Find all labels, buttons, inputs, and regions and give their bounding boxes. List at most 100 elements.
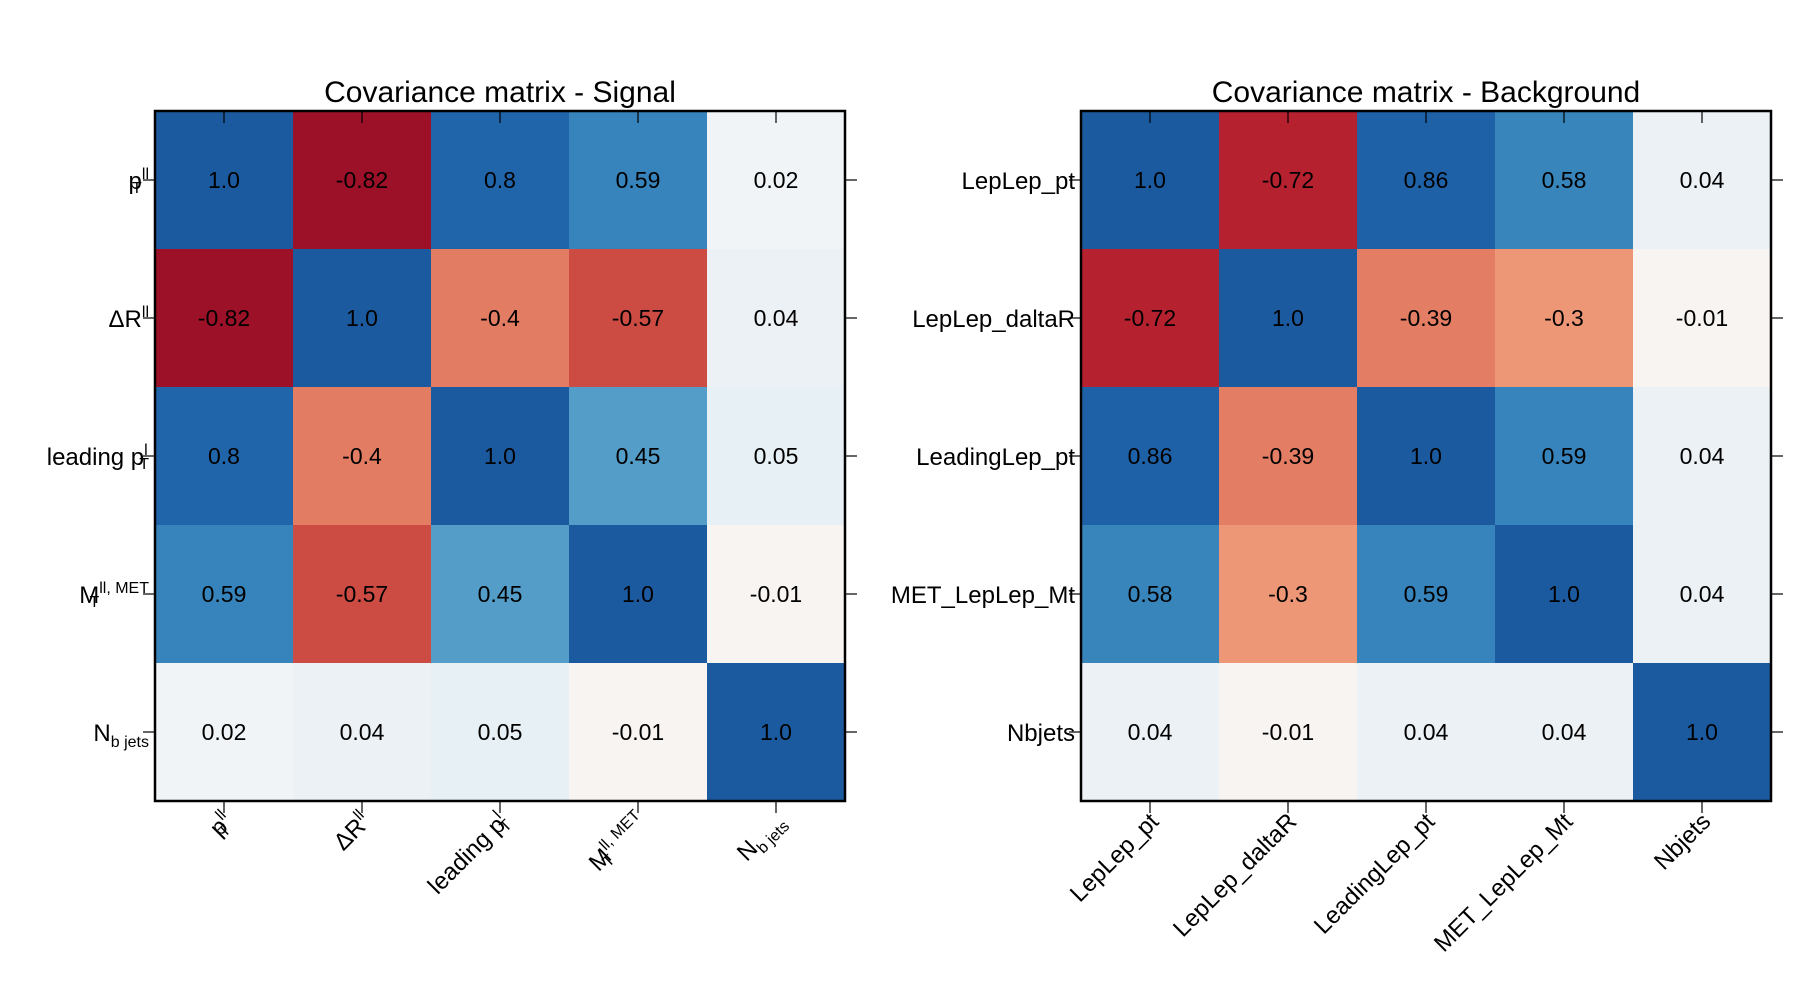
cell-value-label-r3-c2: 0.45	[478, 581, 523, 607]
label-superscript: ll, MET	[597, 807, 644, 854]
heatmap-cell-r3-c2	[1357, 525, 1496, 664]
label-main: MET_LepLep_Mt	[891, 582, 1075, 609]
cell-value-label-r1-c2: -0.4	[480, 305, 520, 331]
x-tick-labels: pllT ΔRll leading plT Mll, METT Nb jets	[203, 807, 793, 901]
label-main: LeadingLep_pt	[916, 444, 1075, 471]
heatmap-cell-r3-c0	[1081, 525, 1220, 664]
heatmap-cell-r3-c4	[1633, 525, 1772, 664]
cell-value-label-r3-c0: 0.58	[1128, 581, 1173, 607]
y-tick-label-0: pll T	[129, 166, 149, 197]
label-main: LepLep_daltaR	[1168, 808, 1302, 942]
cell-value-label-r3-c4: 0.04	[1680, 581, 1725, 607]
heatmap-cell-r4-c4	[1633, 663, 1772, 802]
label-main: Nbjets	[1649, 808, 1716, 875]
heatmap-cell-r2-c3	[569, 387, 708, 526]
label-main: MET_LepLep_Mt	[1429, 808, 1579, 958]
heatmap-cell-r2-c3	[1495, 387, 1634, 526]
heatmap-cell-r1-c3	[569, 249, 708, 388]
label-main: Nbjets	[1007, 720, 1075, 747]
heatmap-cell-r3-c4	[707, 525, 846, 664]
chart-title: Covariance matrix - Signal	[324, 76, 676, 109]
cell-value-label-r1-c3: -0.3	[1544, 305, 1584, 331]
cell-value-label-r3-c2: 0.59	[1404, 581, 1449, 607]
cell-value-label-r2-c4: 0.04	[1680, 443, 1725, 469]
cell-value-label-r4-c0: 0.02	[202, 719, 247, 745]
heatmap-cell-r4-c4	[707, 663, 846, 802]
label-superscript: ll	[142, 166, 149, 183]
cell-value-label-r3-c1: -0.57	[336, 581, 388, 607]
cell-value-label-r1-c1: 1.0	[1272, 305, 1304, 331]
cell-value-label-r2-c0: 0.8	[208, 443, 240, 469]
label-subscript: b jets	[111, 734, 149, 751]
label-main: N	[93, 720, 110, 747]
cell-value-label-r1-c4: -0.01	[1676, 305, 1728, 331]
cell-value-labels: 1.0 -0.82 0.8 0.59 0.02 -0.82 1.0 -0.4 -0.57 0.04…	[198, 167, 802, 745]
label-superscript: ll, MET	[99, 580, 149, 597]
cell-value-label-r1-c1: 1.0	[346, 305, 378, 331]
heatmap-cell-r1-c1	[1219, 249, 1358, 388]
x-tick-label-0: pllT	[203, 807, 239, 843]
heatmap-cell-r4-c1	[1219, 663, 1358, 802]
label-subscript: T	[132, 180, 142, 197]
cell-value-label-r0-c1: -0.82	[336, 167, 388, 193]
cell-value-label-r4-c0: 0.04	[1128, 719, 1173, 745]
y-tick-label-3: Mll, MET T	[79, 580, 149, 611]
heatmap-cell-r1-c2	[1357, 249, 1496, 388]
label-main: M	[79, 582, 99, 609]
cell-value-label-r4-c1: -0.01	[1262, 719, 1314, 745]
heatmap-cell-r2-c1	[293, 387, 432, 526]
heatmap-cell-r1-c4	[1633, 249, 1772, 388]
label-superscript: l	[144, 442, 148, 459]
heatmap-cell-r4-c1	[293, 663, 432, 802]
cell-value-label-r0-c4: 0.04	[1680, 167, 1725, 193]
cell-value-label-r2-c3: 0.59	[1542, 443, 1587, 469]
x-tick-label-1: ΔRll	[327, 807, 376, 856]
y-tick-label-2: LeadingLep_pt	[916, 444, 1075, 471]
x-tick-label-4: Nbjets	[1649, 808, 1716, 875]
heatmap-cell-r1-c0	[1081, 249, 1220, 388]
heatmap-cell-r3-c1	[293, 525, 432, 664]
cell-value-label-r3-c0: 0.59	[202, 581, 247, 607]
signal-covariance-chart: Covariance matrix - Signal 1.0 -0.82 0.8 0.…	[47, 76, 857, 901]
heatmap-cell-r1-c3	[1495, 249, 1634, 388]
heatmap-cell-r4-c0	[155, 663, 294, 802]
heatmap-cell-r0-c3	[569, 111, 708, 250]
cell-value-label-r4-c4: 1.0	[1686, 719, 1718, 745]
cell-value-label-r0-c0: 1.0	[1134, 167, 1166, 193]
cell-value-label-r4-c1: 0.04	[340, 719, 385, 745]
heatmap-cell-r3-c2	[431, 525, 570, 664]
heatmap-cell-r1-c1	[293, 249, 432, 388]
heatmap-cell-r1-c4	[707, 249, 846, 388]
label-main: p	[129, 168, 142, 195]
cell-value-label-r1-c2: -0.39	[1400, 305, 1452, 331]
cell-value-label-r3-c4: -0.01	[750, 581, 802, 607]
cell-value-label-r3-c3: 1.0	[1548, 581, 1580, 607]
label-main: LepLep_daltaR	[912, 306, 1075, 333]
heatmap-cells	[1081, 111, 1772, 802]
heatmap-cell-r3-c1	[1219, 525, 1358, 664]
x-tick-label-1: LepLep_daltaR	[1168, 808, 1302, 942]
cell-value-label-r2-c1: -0.4	[342, 443, 382, 469]
x-tick-label-0: LepLep_pt	[1065, 808, 1165, 908]
heatmap-cell-r0-c0	[155, 111, 294, 250]
cell-value-label-r4-c3: -0.01	[612, 719, 664, 745]
x-tick-label-2: LeadingLep_pt	[1309, 808, 1441, 940]
heatmap-cell-r4-c2	[1357, 663, 1496, 802]
cell-value-label-r2-c4: 0.05	[754, 443, 799, 469]
cell-value-label-r0-c4: 0.02	[754, 167, 799, 193]
heatmap-cell-r2-c1	[1219, 387, 1358, 526]
cell-value-label-r0-c3: 0.58	[1542, 167, 1587, 193]
heatmap-cell-r3-c3	[1495, 525, 1634, 664]
cell-value-label-r0-c1: -0.72	[1262, 167, 1314, 193]
heatmap-cell-r0-c3	[1495, 111, 1634, 250]
x-tick-label-3: Mll, METT	[582, 807, 653, 878]
label-superscript: ll	[142, 304, 149, 321]
y-tick-label-2: leading pl T	[47, 442, 149, 473]
label-main: ΔR	[109, 306, 142, 333]
cell-value-label-r4-c2: 0.05	[478, 719, 523, 745]
heatmap-cells	[155, 111, 846, 802]
x-tick-label-2: leading plT	[421, 807, 515, 901]
heatmap-cell-r0-c0	[1081, 111, 1220, 250]
heatmap-cell-r2-c4	[1633, 387, 1772, 526]
